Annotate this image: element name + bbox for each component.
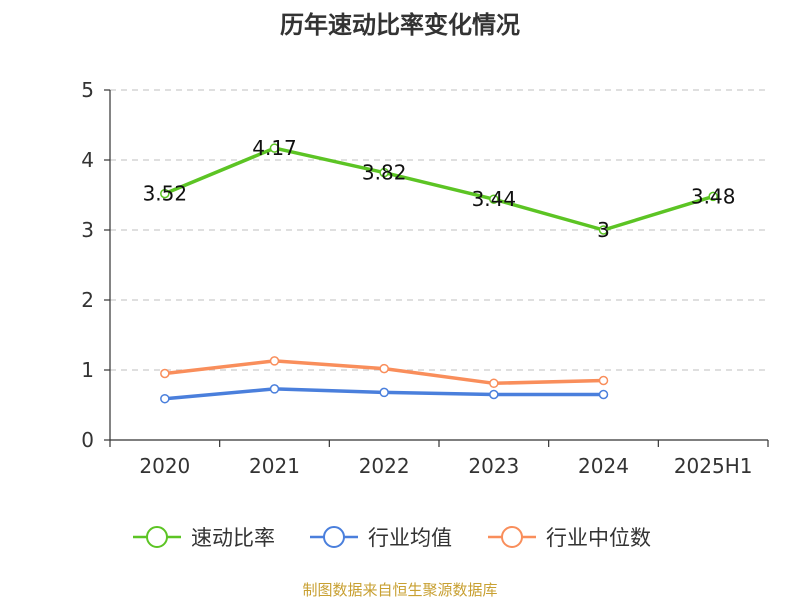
data-point [379, 363, 389, 374]
data-point [160, 188, 170, 199]
legend-swatch-marker [501, 526, 523, 548]
y-tick-label: 5 [81, 78, 94, 102]
grid-lines [110, 89, 768, 371]
data-label: 3.48 [691, 184, 736, 208]
data-point [598, 389, 609, 400]
legend-item: 行业中位数 [488, 526, 651, 550]
y-tick-label: 0 [81, 428, 94, 452]
data-point [489, 389, 499, 400]
data-point [708, 191, 718, 202]
data-point [269, 143, 280, 153]
axes: 0 1 2 3 4 5 2020 2021 2022 2023 2024 2025H1 [81, 78, 769, 478]
data-point [489, 194, 499, 204]
data-point [379, 387, 389, 398]
data-label: 3.82 [362, 161, 407, 185]
y-tick-label: 4 [81, 148, 94, 172]
chart-title: 历年速动比率变化情况 [280, 11, 520, 39]
series-line [163, 146, 715, 232]
x-tick-label: 2025H1 [674, 454, 753, 478]
data-point [160, 368, 170, 379]
source-footer: 制图数据来自恒生聚源数据库 [302, 581, 497, 599]
data-label: 4.17 [252, 136, 297, 160]
data-point [379, 167, 389, 178]
data-point [269, 356, 280, 366]
data-label: 3 [597, 218, 610, 242]
y-tick-label: 3 [81, 218, 94, 242]
data-point [269, 384, 280, 394]
legend-swatch-marker [146, 526, 168, 548]
legend-label: 行业中位数 [546, 526, 651, 550]
data-point [598, 375, 609, 386]
legend-label: 速动比率 [191, 526, 275, 550]
x-tick-label: 2020 [139, 454, 190, 478]
data-label: 3.52 [143, 182, 188, 206]
legend-swatch-marker [323, 526, 345, 548]
x-tick-label: 2022 [359, 454, 410, 478]
data-point [598, 225, 609, 235]
data-labels: 3.52 4.17 3.82 3.44 3 3.48 [143, 136, 736, 242]
data-label: 3.44 [472, 187, 517, 211]
legend-item: 行业均值 [310, 526, 452, 550]
plot-area [160, 143, 718, 404]
legend-item: 速动比率 [133, 526, 275, 550]
x-tick-label: 2021 [249, 454, 300, 478]
x-tick-label: 2024 [578, 454, 629, 478]
y-tick-label: 2 [81, 288, 94, 312]
x-tick-label: 2023 [468, 454, 519, 478]
y-tick-label: 1 [81, 358, 94, 382]
data-point [489, 378, 499, 389]
legend: 速动比率 行业均值 行业中位数 [133, 526, 651, 550]
data-point [160, 393, 170, 404]
legend-label: 行业均值 [368, 526, 452, 550]
